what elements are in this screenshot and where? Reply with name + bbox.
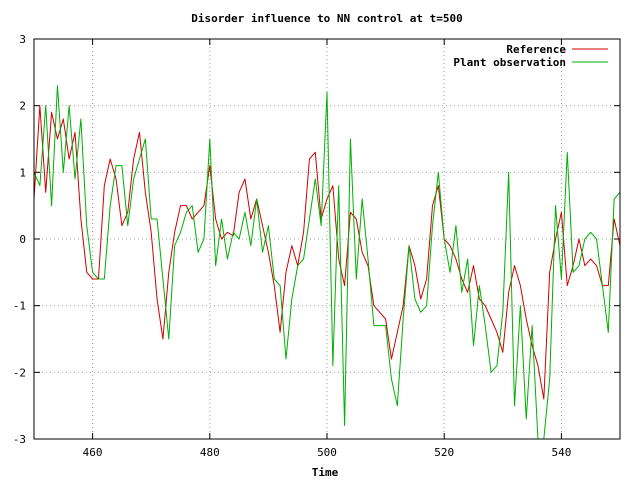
x-tick-label: 480 <box>200 446 220 459</box>
series-line-reference <box>33 105 621 400</box>
x-axis-label: Time <box>312 466 339 479</box>
x-tick-label: 540 <box>551 446 571 459</box>
series-line-plant-observation <box>33 85 621 440</box>
y-tick-label: 3 <box>19 33 26 46</box>
chart-title: Disorder influence to NN control at t=50… <box>191 12 463 25</box>
y-tick-label: 0 <box>19 233 26 246</box>
series-layer <box>33 85 621 440</box>
y-tick-label: -3 <box>13 433 26 446</box>
x-tick-label: 520 <box>434 446 454 459</box>
grid-lines <box>34 39 620 439</box>
y-tick-label: -1 <box>13 300 26 313</box>
x-tick-label: 460 <box>83 446 103 459</box>
y-tick-label: 1 <box>19 166 26 179</box>
legend-label: Reference <box>506 43 566 56</box>
plot-frame <box>33 38 621 440</box>
y-tick-label: -2 <box>13 366 26 379</box>
y-tick-label: 2 <box>19 100 26 113</box>
x-tick-label: 500 <box>317 446 337 459</box>
legend-label: Plant observation <box>453 56 566 69</box>
